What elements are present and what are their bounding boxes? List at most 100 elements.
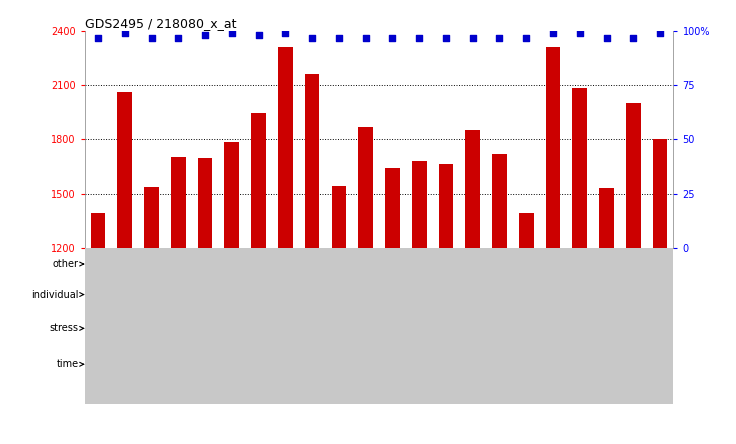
Point (520, 34, 532, 41)
Bar (272, 309, 299, 348)
Text: 14 d: 14 d (650, 360, 670, 369)
Bar (519, 214, 534, 248)
Point (92, 34, 104, 41)
Bar (144, 187, 159, 248)
Bar (406, 309, 433, 348)
Text: 7 d: 7 d (412, 360, 426, 369)
Text: 0 d: 0 d (144, 360, 159, 369)
Bar (379, 280, 433, 309)
Text: injured: injured (566, 324, 593, 333)
Bar (272, 348, 299, 381)
Bar (353, 309, 379, 348)
Text: 0 d: 0 d (91, 360, 105, 369)
Point (574, 30, 586, 37)
Text: 0 d: 0 d (198, 360, 212, 369)
Bar (191, 309, 219, 348)
Bar (620, 348, 647, 381)
Point (226, 30, 238, 37)
Bar (198, 159, 213, 248)
Bar (165, 348, 191, 381)
Bar (539, 348, 567, 381)
Bar (191, 280, 272, 309)
Point (119, 30, 131, 37)
Bar (433, 309, 486, 348)
Text: S1: S1 (346, 289, 358, 300)
Bar (85, 248, 673, 404)
Text: 7 d: 7 d (492, 360, 506, 369)
Bar (251, 113, 266, 248)
Point (252, 32, 264, 39)
Bar (379, 348, 406, 381)
Text: 0 d: 0 d (452, 360, 467, 369)
Text: injured: injured (633, 324, 660, 333)
Bar (593, 280, 673, 309)
Bar (91, 214, 105, 248)
Text: injured: injured (406, 324, 433, 333)
Bar (486, 348, 513, 381)
Text: smoker: smoker (481, 259, 517, 269)
Bar (224, 142, 239, 248)
Bar (539, 280, 593, 309)
Bar (626, 103, 640, 248)
Text: uninjured: uninjured (187, 324, 224, 333)
Bar (567, 309, 593, 348)
Point (306, 34, 318, 41)
Text: 0 d: 0 d (385, 360, 400, 369)
Text: S3: S3 (480, 289, 492, 300)
Text: NS1: NS1 (102, 289, 121, 300)
Text: uninjured: uninjured (374, 324, 411, 333)
Text: injured: injured (353, 324, 379, 333)
Bar (620, 309, 673, 348)
Text: 7 d: 7 d (358, 360, 373, 369)
Text: injured: injured (232, 324, 258, 333)
Text: 7 d: 7 d (171, 360, 185, 369)
Bar (486, 309, 539, 348)
Text: 7 d: 7 d (118, 360, 132, 369)
Text: S5: S5 (627, 289, 640, 300)
Point (494, 34, 506, 41)
Bar (325, 348, 353, 381)
Bar (138, 309, 165, 348)
Bar (278, 48, 293, 248)
Point (386, 34, 398, 41)
Text: 14 d: 14 d (570, 360, 590, 369)
Bar (593, 348, 620, 381)
Text: 0 d: 0 d (546, 360, 560, 369)
Point (414, 34, 425, 41)
Text: S2: S2 (400, 289, 412, 300)
Text: NS4: NS4 (289, 289, 308, 300)
Bar (545, 48, 560, 248)
Text: uninjured: uninjured (534, 324, 571, 333)
Point (333, 34, 344, 41)
Text: 0 d: 0 d (599, 360, 614, 369)
Bar (85, 348, 111, 381)
Bar (465, 131, 480, 248)
Text: other: other (53, 259, 79, 269)
Text: injured: injured (165, 324, 192, 333)
Bar (299, 348, 325, 381)
Bar (599, 188, 614, 248)
Text: stress: stress (50, 323, 79, 333)
Bar (325, 309, 353, 348)
Bar (385, 168, 400, 248)
Text: injured: injured (500, 324, 526, 333)
Bar (118, 91, 132, 248)
Text: uninjured: uninjured (441, 324, 478, 333)
Bar (325, 248, 673, 280)
Bar (219, 348, 245, 381)
Bar (219, 309, 272, 348)
Text: individual: individual (31, 289, 79, 300)
Bar (85, 309, 111, 348)
Bar (492, 154, 507, 248)
Text: count: count (123, 387, 151, 397)
Point (280, 30, 291, 37)
Text: NS3: NS3 (222, 289, 241, 300)
Text: uninjured: uninjured (588, 324, 625, 333)
Point (172, 34, 184, 41)
Bar (165, 309, 191, 348)
Bar (325, 280, 379, 309)
Text: uninjured: uninjured (321, 324, 357, 333)
Bar (653, 139, 668, 248)
Point (199, 32, 211, 39)
Bar (85, 248, 325, 280)
